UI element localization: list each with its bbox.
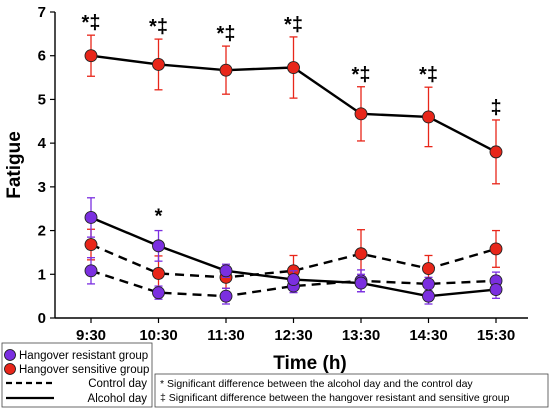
x-tick-label: 11:30 <box>207 327 245 344</box>
legend-sensitive-label: Hangover sensitive group <box>19 364 149 376</box>
y-tick-label: 5 <box>38 91 46 108</box>
significance-marker: *‡ <box>149 16 168 38</box>
data-point <box>84 264 98 278</box>
x-tick-label: 13:30 <box>342 327 380 344</box>
data-point <box>219 289 233 303</box>
legend-resistant-marker <box>4 349 16 361</box>
series-1 <box>84 197 503 305</box>
y-tick-label: 6 <box>38 48 46 65</box>
y-tick-label: 3 <box>38 179 46 196</box>
data-point <box>422 262 435 276</box>
data-point <box>422 289 435 303</box>
series-0 <box>84 34 503 185</box>
legend-resistant-label: Hangover resistant group <box>19 350 148 362</box>
data-point <box>489 283 503 297</box>
data-point <box>489 242 503 256</box>
data-point <box>422 110 435 124</box>
x-tick-label: 12:30 <box>274 327 312 344</box>
data-point <box>354 247 368 261</box>
data-point <box>84 238 98 252</box>
legend-groups: Hangover resistant group Hangover sensit… <box>1 342 153 408</box>
data-point <box>152 266 165 280</box>
y-tick-label: 1 <box>38 266 46 283</box>
legend-sensitive-marker <box>4 363 16 375</box>
x-axis-title: Time (h) <box>273 353 347 374</box>
data-point <box>152 58 165 71</box>
data-point <box>489 145 503 159</box>
data-point <box>84 49 98 63</box>
x-tick-label: 10:30 <box>139 327 177 344</box>
y-tick-label: 0 <box>38 310 46 327</box>
data-point <box>219 63 233 77</box>
legend-control-label: Control day <box>88 378 147 390</box>
y-tick-label: 2 <box>38 223 46 240</box>
data-point <box>219 264 233 278</box>
significance-marker: *‡ <box>352 64 371 86</box>
y-tick-label: 4 <box>38 135 47 152</box>
data-point <box>287 273 300 286</box>
data-point <box>354 107 368 121</box>
data-point <box>287 61 300 74</box>
y-tick-label: 7 <box>38 4 46 21</box>
series-layer <box>84 34 503 305</box>
x-tick-label: 9:30 <box>76 327 106 344</box>
significance-marker: *‡ <box>419 64 438 86</box>
legend-groups-box <box>1 342 153 408</box>
significance-marker: *‡ <box>82 12 101 34</box>
legend-note-alcohol-vs-control: * Significant difference between the alc… <box>160 378 473 390</box>
x-axis-ticks: 9:30 10:30 11:30 12:30 13:30 14:30 15:30 <box>76 318 515 344</box>
data-point <box>152 239 165 253</box>
significance-marker: *‡ <box>217 23 236 45</box>
significance-marker: *‡ <box>284 14 303 36</box>
y-axis-title: Fatigue <box>4 131 25 199</box>
legend-note-resistant-vs-sensitive: ‡ Significant difference between the han… <box>160 392 510 404</box>
significance-annotations: *‡ *‡ *‡ *‡ *‡ *‡ ‡ * <box>82 12 502 227</box>
significance-marker: ‡ <box>490 97 501 119</box>
legend-notes: * Significant difference between the alc… <box>154 373 549 408</box>
x-tick-label: 14:30 <box>409 327 447 344</box>
significance-marker: * <box>155 206 163 228</box>
data-point <box>354 276 368 290</box>
data-point <box>152 286 165 300</box>
x-tick-label: 15:30 <box>477 327 515 344</box>
data-point <box>84 211 98 224</box>
y-axis-ticks: 0 1 2 3 4 5 6 7 <box>38 4 55 327</box>
legend-notes-box <box>154 373 549 408</box>
legend-alcohol-label: Alcohol day <box>88 393 148 405</box>
